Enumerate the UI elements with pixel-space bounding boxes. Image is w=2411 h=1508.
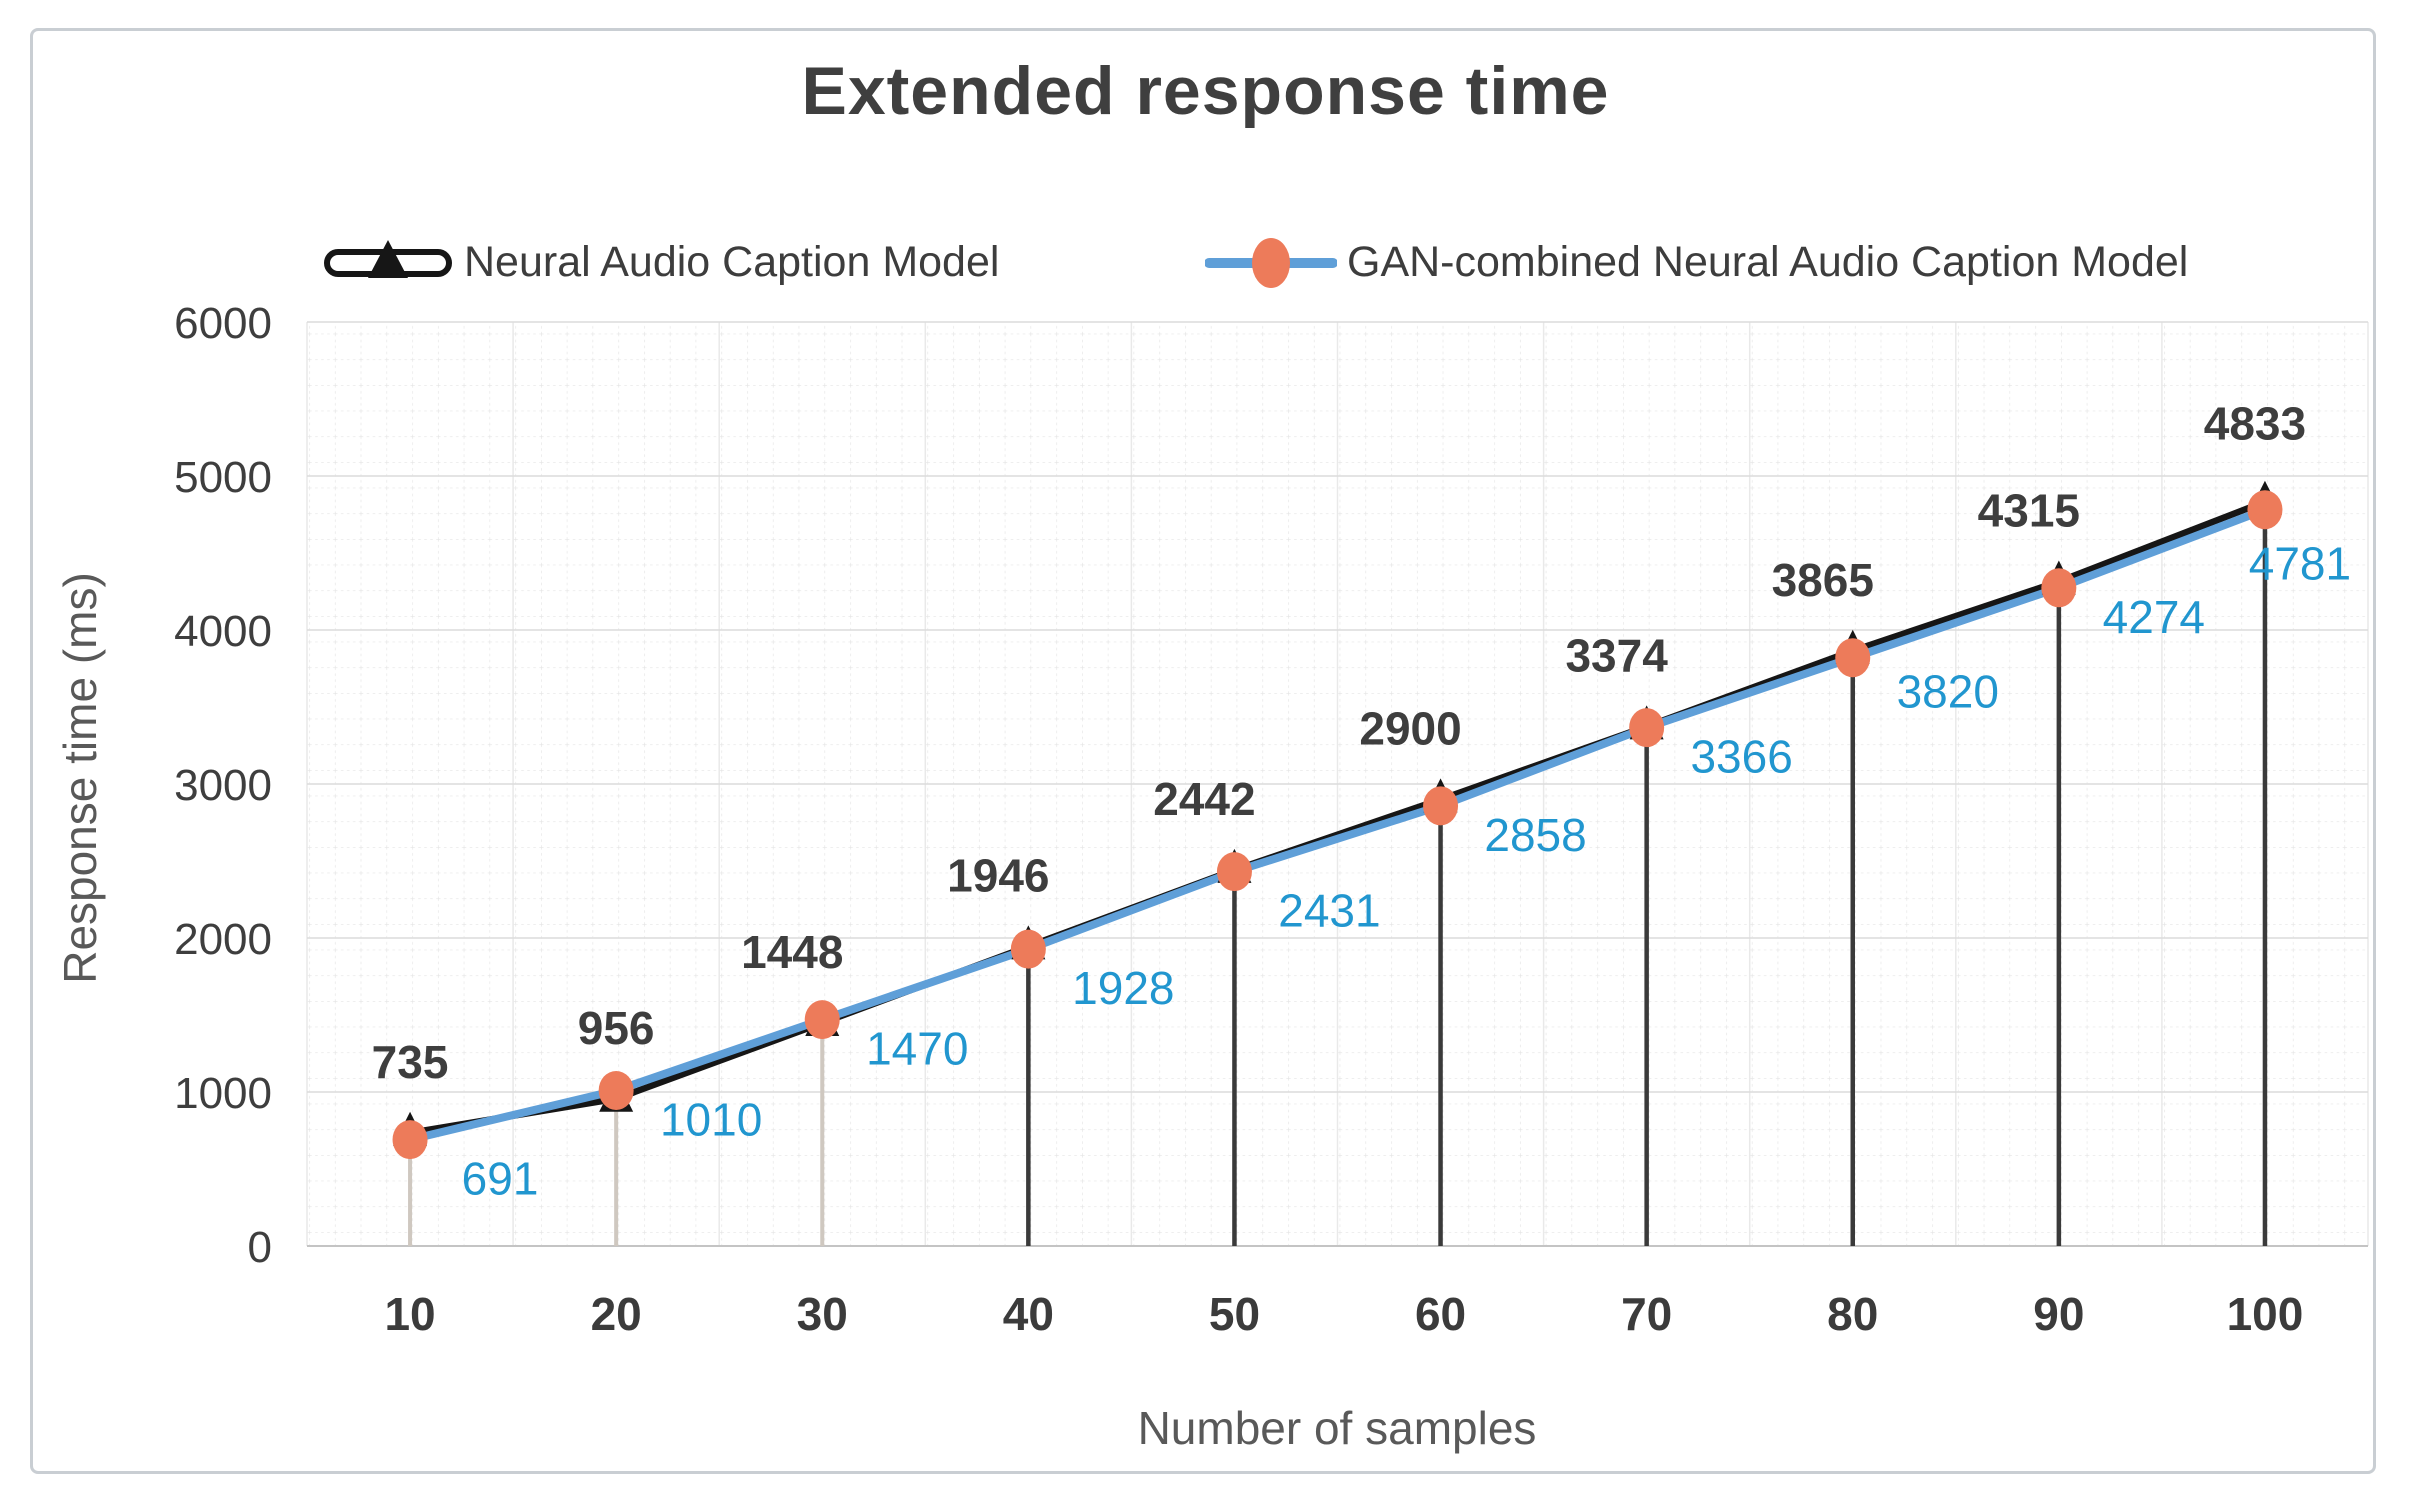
data-label-blue: 1010: [660, 1093, 762, 1145]
line-gan-combined-model: [409, 505, 2267, 1144]
data-label-black: 3865: [1772, 554, 1874, 606]
y-tick-label: 4000: [174, 607, 272, 656]
x-tick-label: 40: [1003, 1288, 1054, 1340]
circle-data-marker: [2247, 490, 2283, 530]
circle-data-marker: [1423, 786, 1459, 826]
y-tick-label: 5000: [174, 453, 272, 502]
data-label-black: 956: [578, 1002, 655, 1054]
data-label-black: 4833: [2204, 398, 2306, 450]
legend-label: GAN-combined Neural Audio Caption Model: [1347, 237, 2189, 286]
data-label-black: 2442: [1153, 773, 1255, 825]
legend: Neural Audio Caption Model GAN-combined …: [0, 232, 2411, 292]
legend-item-neural-audio-caption-model: Neural Audio Caption Model: [322, 232, 999, 292]
data-label-black: 1448: [741, 926, 843, 978]
data-label-blue: 4274: [2103, 591, 2205, 643]
x-tick-label: 90: [2033, 1288, 2084, 1340]
triangle-marker-icon: [368, 240, 408, 278]
circle-data-marker: [598, 1070, 634, 1110]
x-tick-label: 70: [1621, 1288, 1672, 1340]
x-axis-title: Number of samples: [1137, 1402, 1537, 1454]
circle-data-marker: [1629, 708, 1665, 748]
data-label-blue: 691: [462, 1153, 539, 1205]
circle-data-marker: [392, 1120, 428, 1160]
data-label-blue: 1470: [866, 1023, 968, 1075]
circle-data-marker: [1010, 929, 1046, 969]
circle-data-marker: [2041, 568, 2077, 608]
y-tick-label: 2000: [174, 915, 272, 964]
data-label-black: 1946: [947, 849, 1049, 901]
y-tick-label: 1000: [174, 1069, 272, 1118]
black-line-triangle-marker-swatch: [324, 240, 452, 278]
data-label-black: 4315: [1978, 484, 2080, 536]
data-label-blue: 3366: [1690, 731, 1792, 783]
x-tick-label: 30: [797, 1288, 848, 1340]
circle-data-marker: [1216, 852, 1252, 892]
circle-data-marker: [1835, 638, 1871, 678]
y-tick-label: 6000: [174, 299, 272, 348]
circle-marker-icon: [1252, 238, 1290, 288]
data-label-blue: 1928: [1072, 962, 1174, 1014]
blue-line-circle-marker-swatch: [1205, 238, 1337, 288]
legend-label: Neural Audio Caption Model: [464, 237, 1000, 286]
data-label-blue: 2431: [1278, 885, 1380, 937]
circle-data-marker: [804, 1000, 840, 1040]
data-label-blue: 4781: [2249, 538, 2351, 590]
data-label-black: 735: [372, 1036, 449, 1088]
x-tick-label: 50: [1209, 1288, 1260, 1340]
x-tick-label: 80: [1827, 1288, 1878, 1340]
y-tick-label: 0: [248, 1223, 272, 1272]
y-tick-label: 3000: [174, 761, 272, 810]
x-tick-label: 10: [384, 1288, 435, 1340]
x-tick-label: 20: [591, 1288, 642, 1340]
data-label-blue: 2858: [1484, 809, 1586, 861]
chart-title: Extended response time: [801, 53, 1610, 129]
legend-item-gan-combined-model: GAN-combined Neural Audio Caption Model: [1205, 232, 2188, 292]
data-label-blue: 3820: [1897, 666, 1999, 718]
x-tick-label: 60: [1415, 1288, 1466, 1340]
data-label-black: 2900: [1359, 702, 1461, 754]
x-tick-label: 100: [2227, 1288, 2304, 1340]
data-label-black: 3374: [1565, 629, 1668, 681]
